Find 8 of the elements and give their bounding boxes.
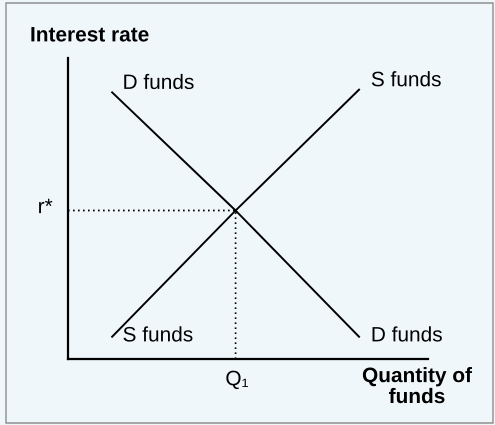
text: Q₁ — [226, 370, 248, 390]
ref-line-label: r* — [39, 198, 52, 214]
series-label: S funds — [124, 326, 192, 342]
x-axis-title: Quantity of funds — [362, 367, 472, 404]
text: S funds — [372, 71, 441, 86]
text: D funds — [372, 326, 442, 342]
y-axis-title: Interest rate — [31, 27, 149, 42]
series-label: D funds — [124, 74, 194, 90]
